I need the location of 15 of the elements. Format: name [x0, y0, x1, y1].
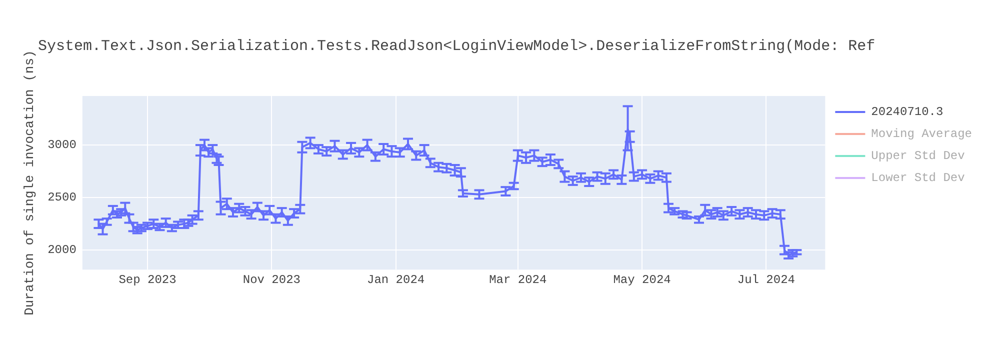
- legend-label: Moving Average: [871, 127, 972, 142]
- x-tick-label: May 2024: [613, 272, 671, 287]
- chart-title: System.Text.Json.Serialization.Tests.ReadJson<LoginViewModel>.DeserializeFromString(Mode: Ref: [38, 38, 876, 55]
- x-tick-label: Jul 2024: [737, 272, 795, 287]
- y-axis-title: Duration of single invocation (ns): [22, 50, 38, 316]
- y-tick-label: 3000: [48, 138, 76, 152]
- y-tick-label: 2000: [48, 243, 76, 258]
- legend-label: Upper Std Dev: [871, 149, 965, 164]
- x-tick-label: Sep 2023: [118, 272, 176, 287]
- x-tick-label: Jan 2024: [366, 272, 425, 287]
- x-tick-label: Nov 2023: [242, 272, 300, 287]
- legend-label: 20240710.3: [871, 105, 944, 120]
- y-tick-label: 2500: [48, 190, 76, 205]
- legend-label: Lower Std Dev: [871, 171, 965, 186]
- x-tick-label: Mar 2024: [489, 272, 547, 287]
